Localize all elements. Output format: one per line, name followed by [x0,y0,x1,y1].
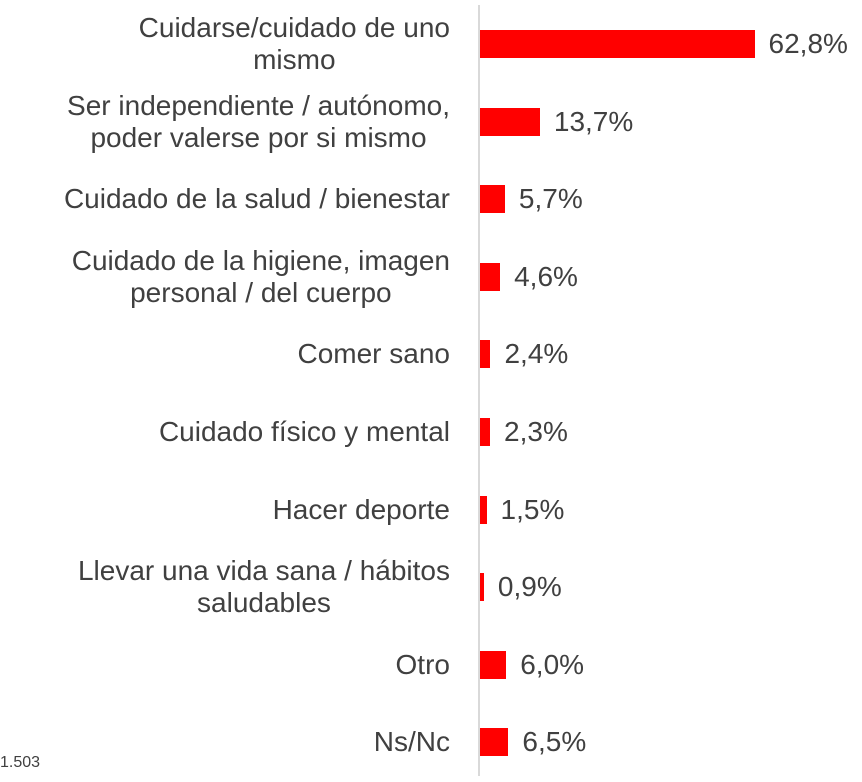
bar [480,30,755,58]
category-label-box: Cuidado físico y mental [0,392,450,472]
value-label: 0,9% [497,571,562,603]
bar [480,573,484,602]
bar [480,728,509,757]
category-label-box: Llevar una vida sana / hábitos saludable… [0,547,450,627]
value-label: 6,0% [520,648,585,680]
category-label: Comer sano [297,338,450,370]
category-label: Hacer deporte [272,493,450,525]
category-label-box: Ser independiente / autónomo, poder vale… [0,82,450,162]
category-label-box: Ns/Nc [0,702,450,782]
category-label: Cuidarse/cuidado de uno mismo [138,12,450,75]
value-label: 4,6% [514,260,578,292]
category-label: Ns/Nc [373,726,450,758]
value-label: 6,5% [522,726,587,758]
value-label: 5,7% [518,183,583,215]
bar [480,650,507,679]
bar [480,262,501,291]
value-label: 62,8% [768,28,848,59]
bar [480,107,540,136]
category-label-box: Cuidarse/cuidado de uno mismo [0,4,450,84]
bar [480,495,487,524]
category-label: Otro [395,648,450,680]
category-label: Cuidado de la higiene, imagen personal /… [71,244,450,308]
bar [480,185,505,214]
category-label: Cuidado físico y mental [158,416,450,447]
value-label: 2,4% [504,338,569,370]
category-label-box: Cuidado de la higiene, imagen personal /… [0,237,450,317]
category-label-box: Otro [0,625,450,705]
bar [480,340,491,369]
category-label: Cuidado de la salud / bienestar [63,183,450,215]
category-label: Llevar una vida sana / hábitos saludable… [77,555,450,619]
sample-size: 1.503 [0,754,41,771]
category-label-box: Comer sano [0,314,450,394]
value-label: 2,3% [504,416,568,447]
value-label: 13,7% [553,105,634,137]
category-label-box: Hacer deporte [0,470,450,550]
category-label-box: Cuidado de la salud / bienestar [0,159,450,239]
axis-line [478,5,480,776]
value-label: 1,5% [500,493,565,525]
category-label: Ser independiente / autónomo, poder vale… [67,89,450,153]
bar [480,418,491,446]
